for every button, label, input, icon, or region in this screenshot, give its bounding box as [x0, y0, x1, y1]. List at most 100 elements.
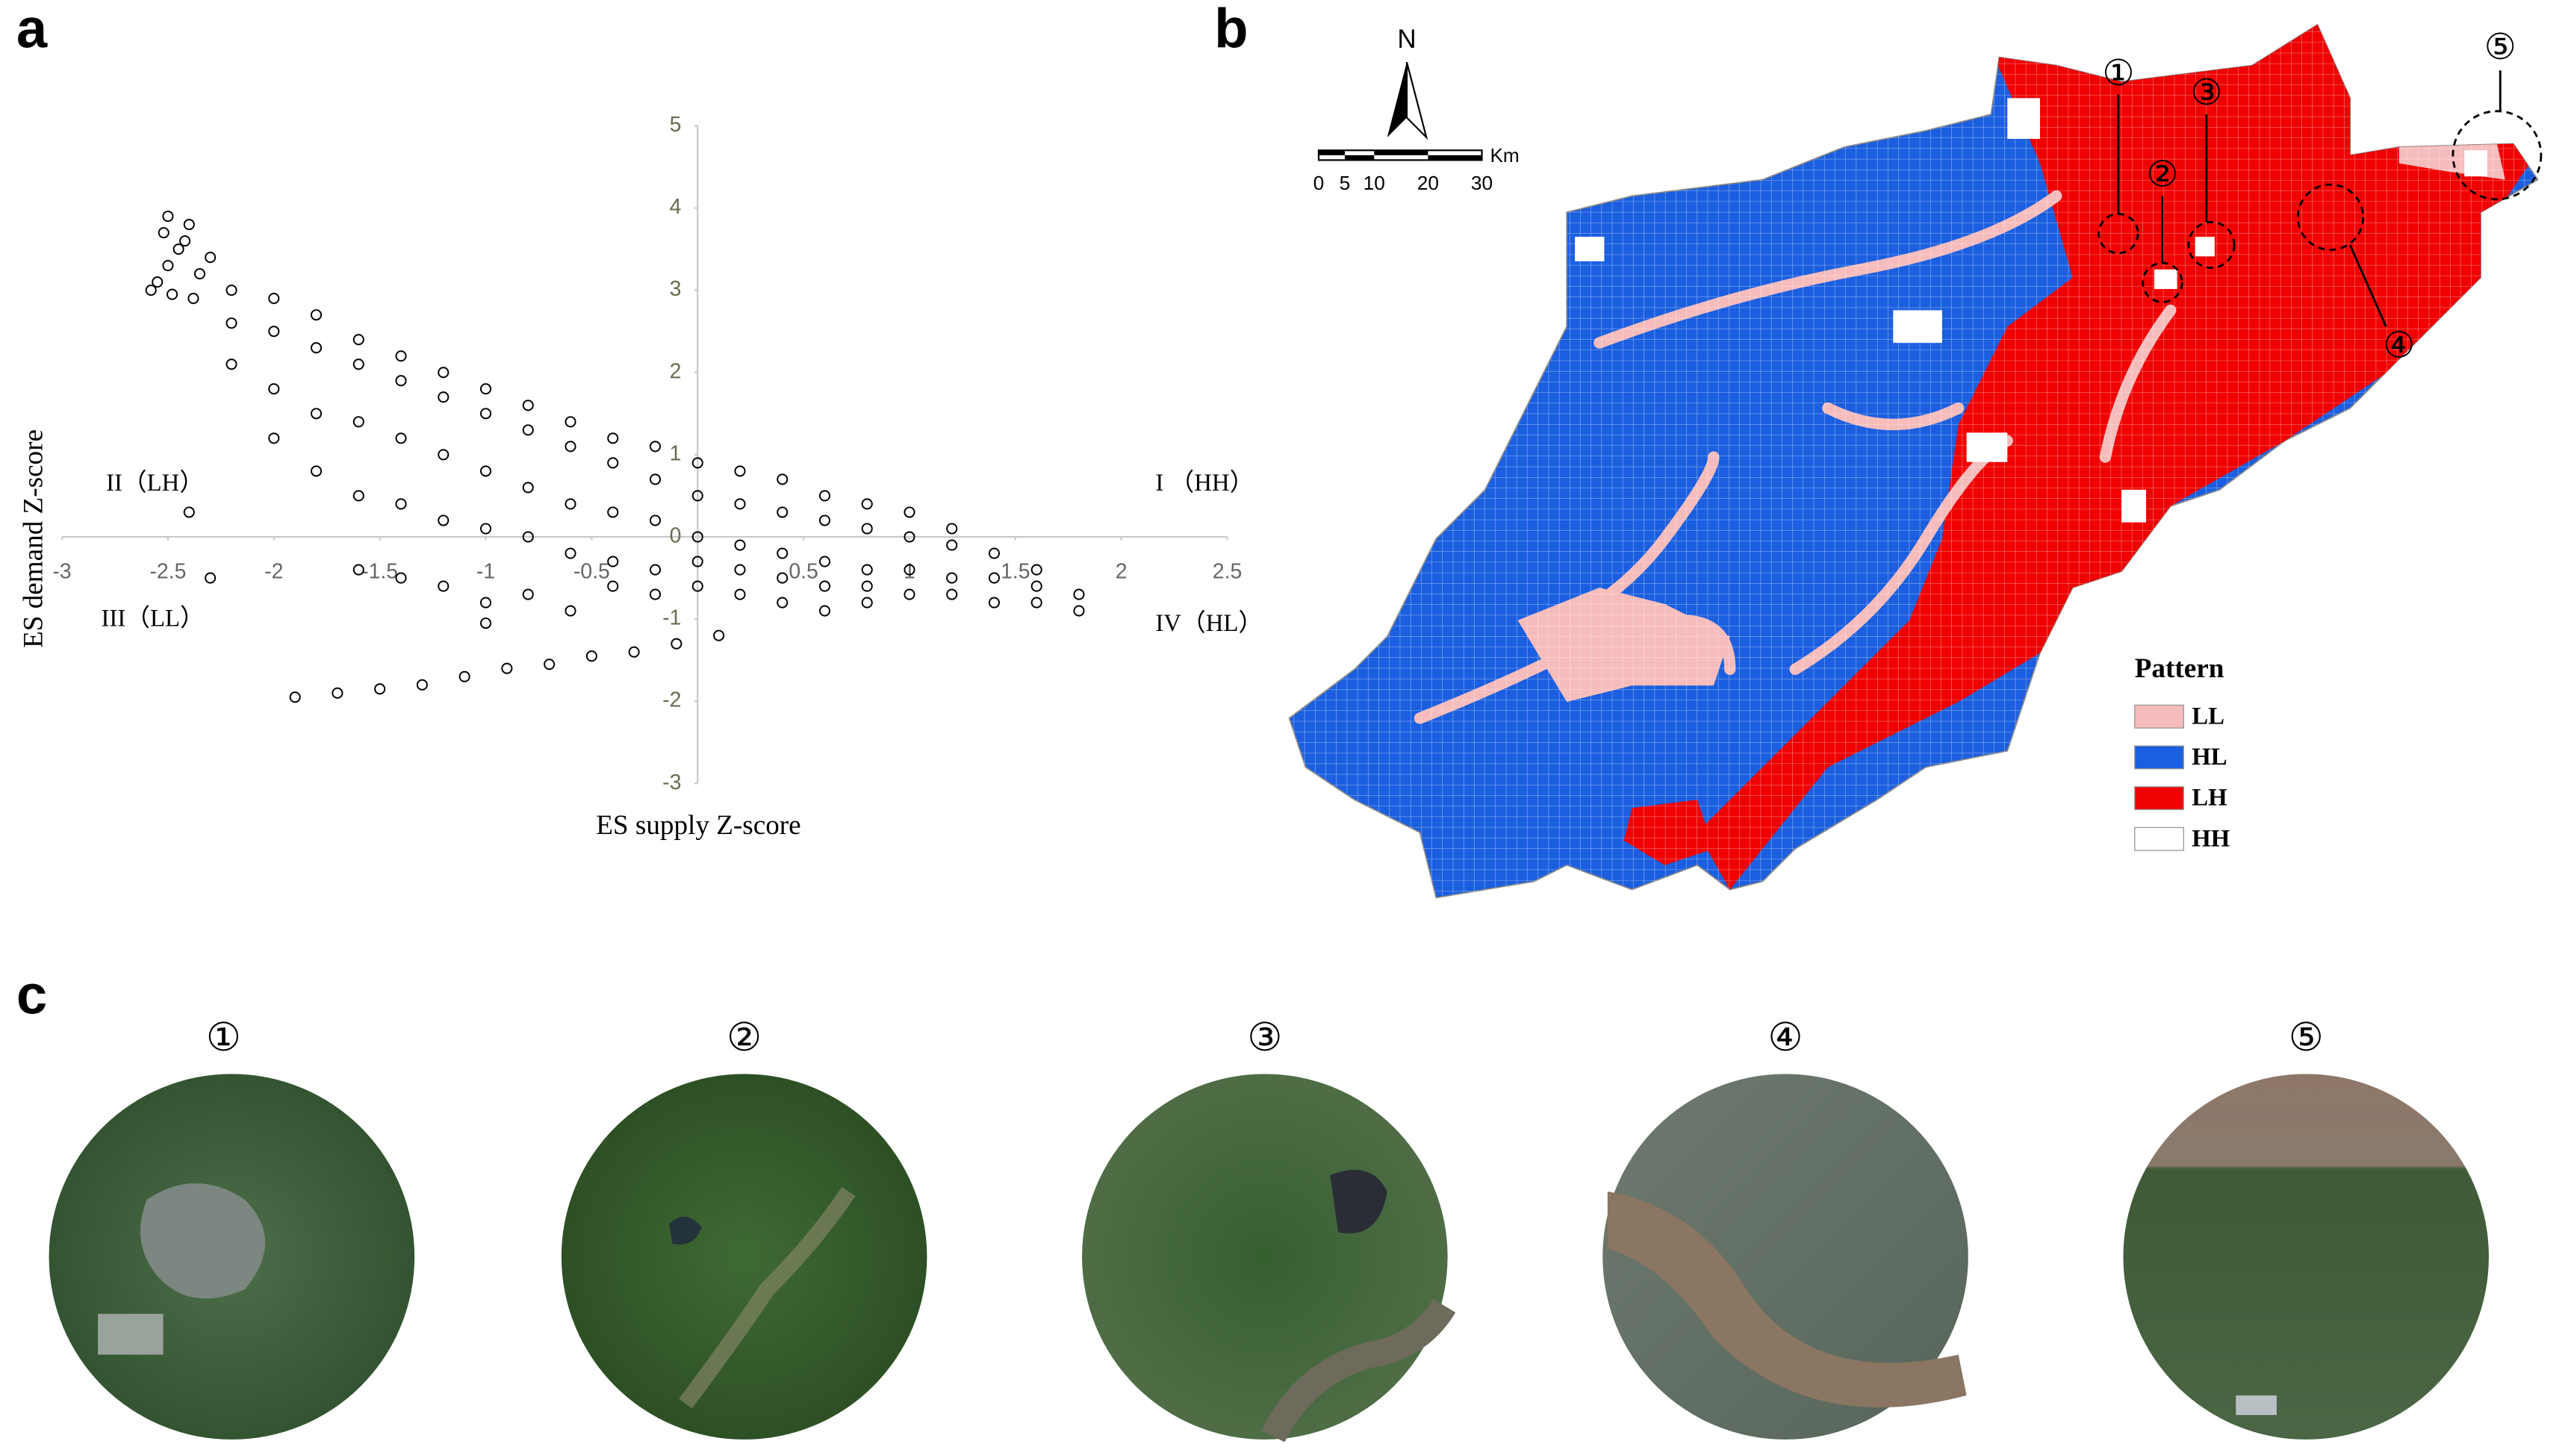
x-tick-label: 0.5	[789, 560, 818, 584]
point	[565, 498, 576, 510]
point	[818, 605, 831, 617]
point	[226, 317, 237, 329]
point	[818, 556, 831, 567]
point	[352, 334, 364, 346]
satellite-image	[2123, 1074, 2490, 1440]
point	[395, 350, 407, 362]
point	[438, 449, 450, 461]
point	[310, 408, 323, 420]
point	[649, 441, 662, 452]
point	[479, 465, 492, 477]
panel-label: a	[16, 0, 48, 60]
point	[479, 408, 492, 420]
point	[187, 293, 199, 305]
point	[310, 342, 323, 354]
point	[289, 691, 301, 703]
point	[988, 572, 1000, 584]
image-label: ①	[206, 1015, 241, 1060]
point	[310, 465, 323, 477]
north-label: N	[1397, 25, 1416, 54]
point	[145, 284, 157, 296]
point	[479, 617, 492, 629]
point	[946, 588, 958, 600]
north-arrow	[1405, 62, 1428, 140]
point	[479, 597, 492, 609]
legend-label: LH	[2192, 785, 2227, 812]
scale-unit: Km	[1490, 144, 1519, 167]
point	[988, 547, 1000, 559]
image-lake	[1330, 1169, 1387, 1233]
point	[438, 367, 450, 379]
scale-label: 20	[1417, 172, 1439, 194]
x-tick-label: 1.5	[1001, 560, 1030, 584]
x-tick-label: 2.5	[1213, 560, 1243, 584]
point	[438, 391, 450, 403]
point	[395, 572, 407, 584]
panel-label: b	[1214, 0, 1248, 60]
x-tick-label: 2	[1116, 560, 1128, 584]
site-label: ④	[2383, 325, 2415, 367]
point	[183, 219, 195, 231]
image-label: ②	[727, 1015, 762, 1060]
scale-bar-segment	[1318, 150, 1345, 155]
site-label: ⑤	[2484, 26, 2516, 68]
site-label: ②	[2146, 153, 2178, 195]
map	[1288, 23, 2539, 899]
point	[818, 514, 831, 526]
satellite-image	[1602, 1074, 1968, 1440]
site-circle	[2451, 110, 2543, 201]
point	[172, 243, 184, 255]
point	[162, 211, 174, 223]
scatter-panel: -3 -2.5 -2 -1.5 -1 -0.5 0.5 1 1.5 2 2.5-3-2-101234…	[52, 113, 1242, 794]
y-tick-label: 5	[670, 113, 682, 137]
point	[607, 457, 619, 469]
point	[946, 572, 958, 584]
point	[158, 227, 170, 239]
point	[649, 473, 662, 485]
point	[777, 597, 789, 609]
point	[946, 539, 958, 551]
point	[565, 605, 576, 617]
point	[777, 473, 789, 485]
map-patterns	[1289, 25, 2538, 898]
quadrant-label: II（LH）	[106, 470, 204, 497]
point	[226, 284, 237, 296]
point	[479, 523, 492, 535]
panel-label: c	[16, 963, 47, 1025]
satellite-image	[1082, 1074, 1448, 1440]
point	[861, 564, 873, 576]
point	[607, 556, 619, 567]
point	[183, 506, 195, 518]
x-tick-label: -2	[264, 560, 283, 584]
x-tick-label: -3	[52, 560, 71, 584]
point	[691, 580, 703, 592]
scale-bar-segment	[1344, 155, 1375, 161]
x-tick-label: -1	[476, 560, 495, 584]
point	[607, 432, 619, 444]
point	[777, 572, 789, 584]
point	[628, 646, 640, 658]
point	[585, 650, 597, 662]
point	[861, 523, 873, 535]
legend-swatch	[2134, 745, 2184, 770]
point	[649, 514, 662, 526]
point	[1030, 564, 1042, 576]
point	[904, 564, 915, 576]
scale-label: 0	[1313, 172, 1325, 194]
image-label: ③	[1247, 1015, 1282, 1060]
point	[988, 597, 1000, 609]
site-markers	[2098, 70, 2543, 327]
point	[713, 629, 725, 641]
point	[162, 260, 174, 272]
y-tick-label: -2	[662, 688, 681, 712]
point	[522, 399, 534, 411]
image-valley	[679, 1186, 856, 1409]
point	[522, 482, 534, 494]
point	[734, 564, 746, 576]
image-lake	[140, 1183, 266, 1299]
y-tick-label: 1	[670, 441, 682, 465]
quadrant-label: III（LL）	[102, 605, 205, 632]
point	[607, 580, 619, 592]
site-label: ①	[2102, 52, 2134, 94]
point	[522, 588, 534, 600]
